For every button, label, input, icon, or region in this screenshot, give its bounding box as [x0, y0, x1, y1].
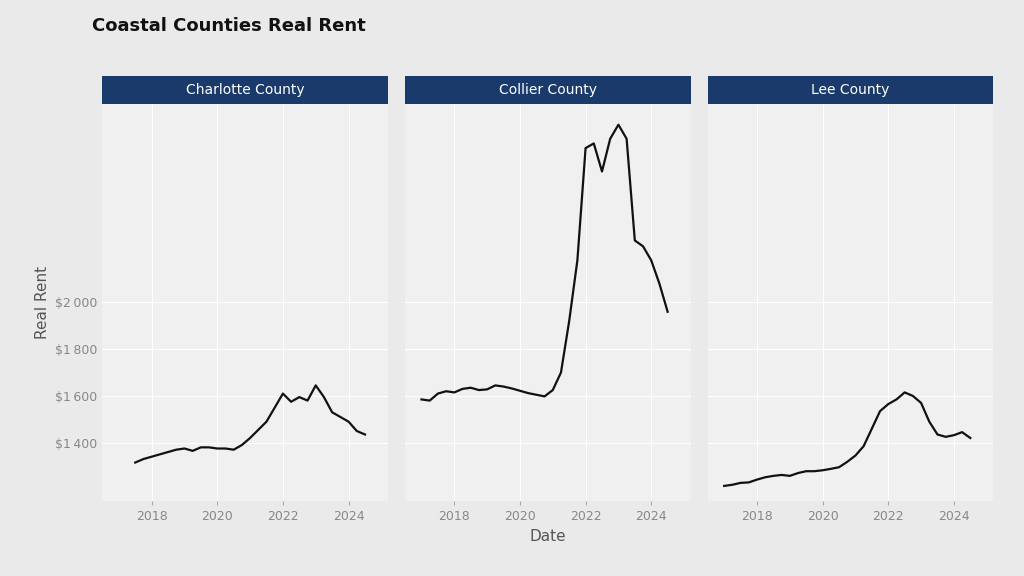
FancyBboxPatch shape [708, 76, 993, 104]
Text: Coastal Counties Real Rent: Coastal Counties Real Rent [92, 17, 366, 35]
Y-axis label: Real Rent: Real Rent [35, 266, 49, 339]
Text: Collier County: Collier County [499, 83, 597, 97]
Text: Lee County: Lee County [811, 83, 890, 97]
FancyBboxPatch shape [406, 76, 690, 104]
FancyBboxPatch shape [102, 76, 388, 104]
X-axis label: Date: Date [529, 529, 566, 544]
Text: Charlotte County: Charlotte County [186, 83, 304, 97]
